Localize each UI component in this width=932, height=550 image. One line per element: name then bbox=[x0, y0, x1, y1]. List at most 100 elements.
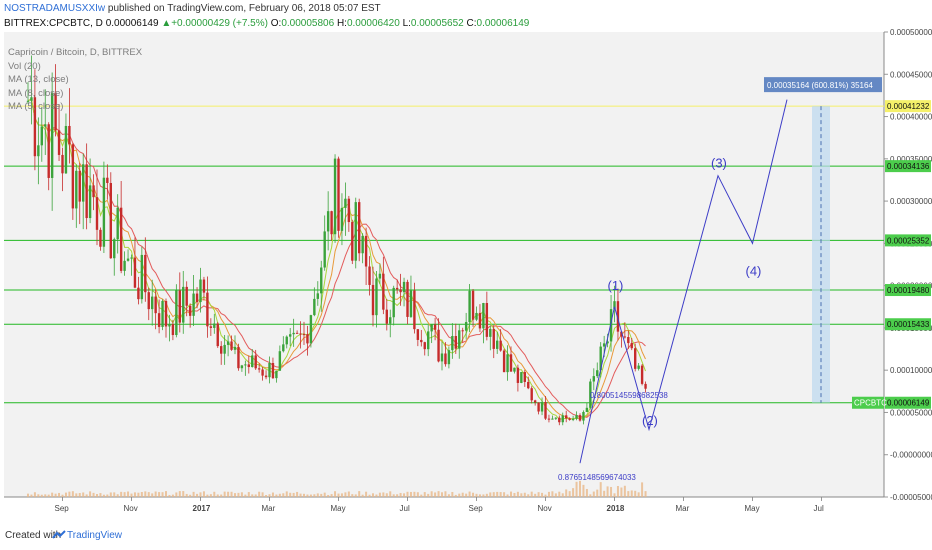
legend-ma13: MA (13, close) bbox=[8, 74, 69, 85]
volume-bar bbox=[441, 492, 443, 497]
volume-bar bbox=[106, 494, 109, 497]
candle-body bbox=[502, 350, 506, 373]
level-price-label: 0.00006149 bbox=[887, 399, 930, 408]
candle-body bbox=[544, 402, 547, 419]
level-price-label: 0.00025352 bbox=[887, 236, 930, 245]
tradingview-brand-link[interactable]: TradingView bbox=[67, 530, 123, 541]
volume-bar bbox=[175, 492, 178, 497]
volume-bar bbox=[133, 492, 136, 497]
volume-bar bbox=[482, 494, 485, 497]
volume-bar bbox=[285, 491, 288, 497]
close-value: 0.00006149 bbox=[476, 18, 530, 29]
candle-body bbox=[592, 376, 595, 382]
high-label: H: bbox=[336, 18, 347, 29]
candle-body bbox=[237, 346, 240, 369]
candle-body bbox=[326, 211, 330, 232]
volume-bar bbox=[223, 491, 226, 497]
wave-label: (3) bbox=[711, 155, 727, 170]
candle-body bbox=[447, 350, 451, 365]
candle-body bbox=[282, 344, 285, 352]
volume-bar bbox=[227, 491, 230, 497]
candle-body bbox=[144, 254, 147, 293]
price-chart[interactable]: 0.00050000 0.00045000 0.00040000 0.00035000… bbox=[0, 0, 932, 520]
volume-bar bbox=[51, 492, 54, 497]
volume-bar bbox=[434, 492, 437, 497]
candle-body bbox=[578, 415, 582, 421]
candle-body bbox=[478, 312, 482, 329]
symbol-name: BITTREX:CPCBTC, D bbox=[4, 18, 103, 29]
volume-bar bbox=[237, 492, 240, 497]
volume-bar bbox=[268, 494, 271, 497]
candle-body bbox=[123, 260, 126, 271]
candle-body bbox=[147, 292, 150, 310]
volume-bar bbox=[127, 491, 130, 497]
author-link[interactable]: NOSTRADAMUSXXIw bbox=[4, 3, 106, 14]
wave-label: (4) bbox=[746, 263, 762, 278]
level-price-label: 0.00019480 bbox=[887, 286, 930, 295]
volume-bar bbox=[147, 492, 150, 497]
candle-body bbox=[568, 418, 571, 420]
volume-bar bbox=[165, 491, 167, 497]
volume-bar bbox=[282, 493, 285, 497]
candle-body bbox=[596, 370, 599, 377]
candle-body bbox=[471, 290, 475, 320]
footer: Created with TradingView bbox=[0, 522, 932, 550]
candle-body bbox=[585, 407, 589, 412]
volume-bar bbox=[299, 493, 302, 497]
volume-bar bbox=[579, 480, 581, 497]
volume-bar bbox=[530, 491, 533, 497]
candle-body bbox=[464, 322, 468, 331]
volume-bar bbox=[447, 494, 450, 497]
candle-body bbox=[47, 124, 50, 178]
candle-body bbox=[130, 257, 133, 259]
volume-bar bbox=[258, 491, 261, 497]
candle-body bbox=[468, 290, 471, 323]
volume-bar bbox=[196, 493, 199, 497]
volume-bar bbox=[361, 494, 364, 497]
volume-bar bbox=[275, 494, 278, 497]
x-tick-label: 2018 bbox=[607, 504, 625, 513]
volume-bar bbox=[354, 494, 357, 497]
volume-bar bbox=[140, 491, 143, 497]
volume-bar bbox=[585, 488, 588, 497]
candle-body bbox=[220, 346, 223, 354]
candle-body bbox=[126, 258, 130, 261]
volume-bar bbox=[251, 494, 254, 497]
candle-body bbox=[61, 154, 64, 174]
candle-body bbox=[313, 298, 316, 316]
y-tick-label: 0.00005000 bbox=[890, 408, 932, 417]
volume-bar bbox=[234, 493, 236, 497]
candle-body bbox=[316, 293, 319, 299]
level-price-label: 0.00015433 bbox=[887, 320, 930, 329]
volume-bar bbox=[158, 492, 161, 497]
candle-body bbox=[475, 312, 478, 320]
volume-bar bbox=[334, 491, 337, 497]
fib-label-lower: 0.8765148569674033 bbox=[558, 473, 636, 482]
candle-body bbox=[33, 97, 37, 157]
volume-bar bbox=[496, 491, 499, 497]
level-price-tag bbox=[885, 396, 931, 409]
candle-body bbox=[437, 329, 440, 362]
wave-label: (1) bbox=[608, 278, 624, 293]
level-price-tag bbox=[885, 100, 931, 113]
volume-bar bbox=[582, 484, 585, 497]
candle-body bbox=[106, 177, 109, 184]
volume-bar bbox=[102, 494, 105, 497]
candle-body bbox=[295, 332, 299, 334]
candle-body bbox=[261, 369, 264, 376]
volume-bar bbox=[630, 490, 633, 497]
volume-bar bbox=[151, 493, 154, 497]
y-tick-label: -0.00005000 bbox=[890, 493, 932, 502]
candle-body bbox=[164, 300, 168, 327]
volume-bar bbox=[171, 494, 174, 497]
candle-body bbox=[233, 346, 237, 350]
high-value: 0.00006420 bbox=[346, 18, 400, 29]
tradingview-logo-icon bbox=[52, 530, 66, 539]
candle-body bbox=[44, 124, 47, 127]
candle-body bbox=[82, 164, 85, 202]
candle-body bbox=[361, 235, 364, 254]
candle-body bbox=[609, 309, 613, 342]
volume-bar bbox=[271, 492, 274, 497]
candle-body bbox=[40, 126, 43, 146]
volume-bar bbox=[323, 492, 326, 497]
